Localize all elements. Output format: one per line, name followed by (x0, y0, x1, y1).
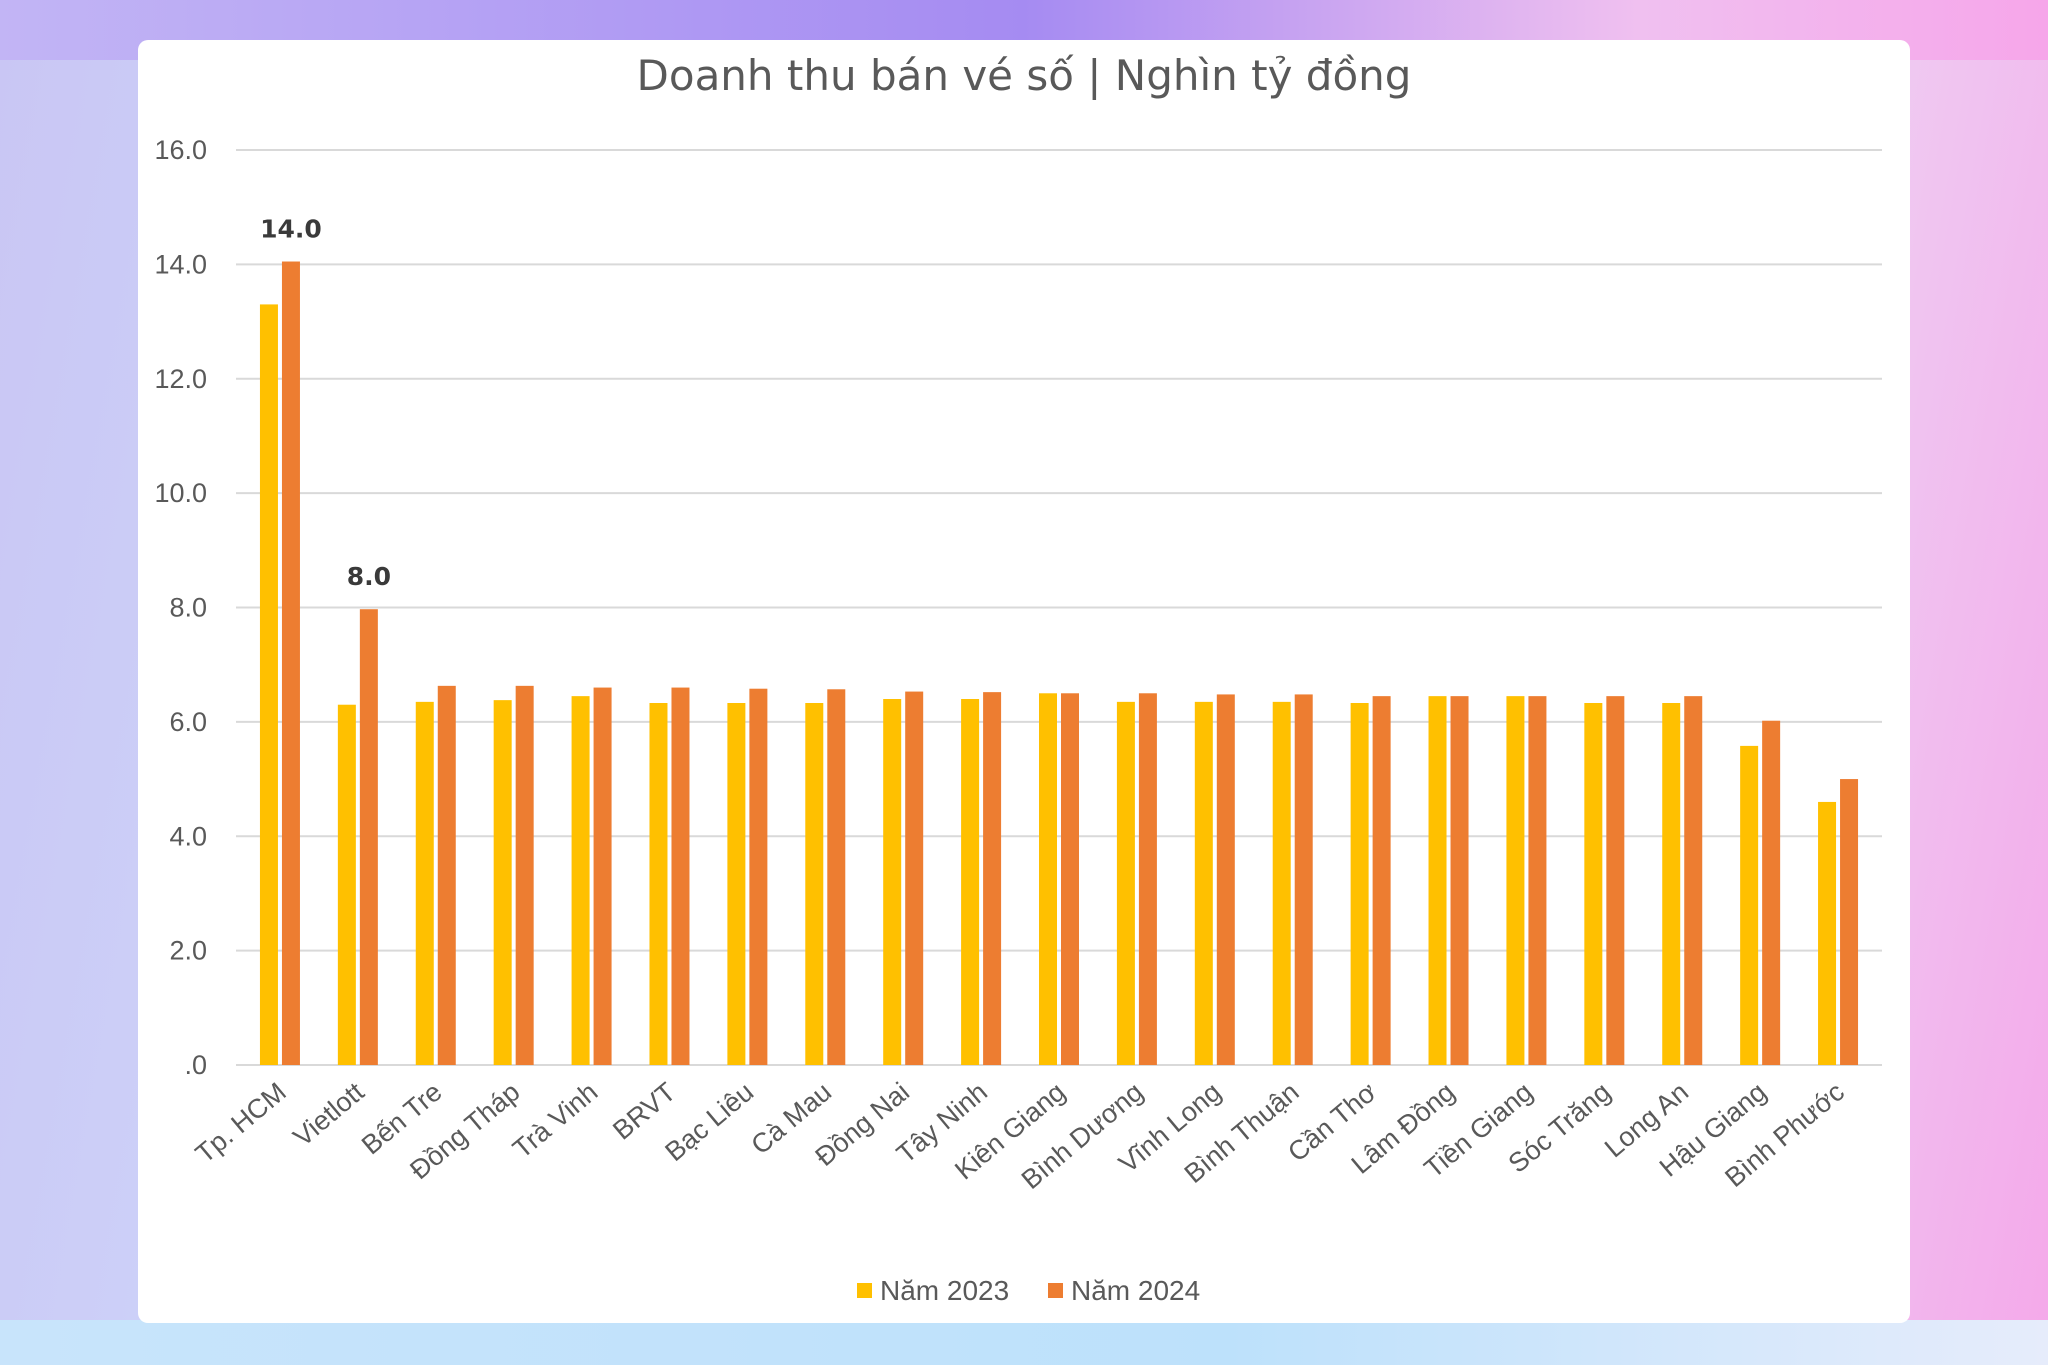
bar-2023 (649, 703, 668, 1065)
bar-2024 (671, 687, 690, 1065)
y-tick-label: 4.0 (169, 821, 207, 851)
bar-2023 (1662, 703, 1681, 1065)
bar-2023 (727, 703, 746, 1065)
x-tick-label: Trà Vinh (507, 1077, 603, 1165)
legend-swatch-2024 (1048, 1283, 1063, 1298)
legend-label-2024: Năm 2024 (1071, 1275, 1200, 1306)
bar-2023 (1272, 701, 1291, 1065)
bar-2024 (749, 688, 768, 1065)
bar-2024 (593, 687, 612, 1065)
chart-card (138, 40, 1910, 1323)
bar-2023 (1350, 703, 1369, 1065)
bar-2023 (961, 699, 980, 1065)
y-tick-label: 12.0 (154, 364, 207, 394)
bar-2024 (1528, 696, 1547, 1065)
bar-2024 (1684, 696, 1703, 1065)
bar-2023 (1740, 745, 1759, 1065)
data-labels: 14.0 8.0 (260, 215, 391, 592)
bar-2023 (1039, 693, 1057, 1065)
background-bottom-glow (0, 1320, 2048, 1365)
bar-2023 (1116, 701, 1135, 1065)
bar-2024 (1294, 694, 1313, 1065)
bar-2023 (493, 700, 512, 1065)
bar-2024 (1762, 720, 1781, 1065)
data-label: 14.0 (260, 215, 322, 244)
bar-2024 (515, 685, 534, 1065)
bar-2024 (905, 691, 924, 1065)
bar-2023 (1584, 703, 1603, 1065)
y-tick-label: 8.0 (169, 593, 207, 623)
y-tick-label: 16.0 (154, 135, 207, 165)
bar-2023 (337, 704, 356, 1065)
y-tick-label: 2.0 (169, 936, 207, 966)
bar-2024 (1450, 696, 1469, 1065)
y-tick-label: 14.0 (154, 249, 207, 279)
bars (259, 261, 1859, 1065)
data-label: 8.0 (347, 562, 391, 591)
y-axis-ticks: .0 2.0 4.0 6.0 8.0 10.0 12.0 14.0 16.0 (154, 135, 207, 1080)
bar-2024 (983, 692, 1002, 1065)
bar-2024 (1372, 696, 1391, 1065)
y-tick-label: 10.0 (154, 478, 207, 508)
bar-2024 (1061, 693, 1079, 1065)
bar-2023 (883, 699, 902, 1065)
chart-title: Doanh thu bán vé số | Nghìn tỷ đồng (637, 51, 1412, 100)
bar-2024 (1138, 693, 1157, 1065)
bar-2023 (415, 701, 434, 1065)
bar-2024 (281, 261, 300, 1065)
bar-2023 (1428, 696, 1447, 1065)
x-tick-label: Bạc Liêu (659, 1077, 759, 1168)
gridlines (236, 149, 1882, 1066)
legend-swatch-2023 (857, 1283, 872, 1298)
bar-2024 (827, 689, 846, 1065)
legend-label-2023: Năm 2023 (880, 1275, 1009, 1306)
bar-2023 (1818, 801, 1837, 1065)
bar-2024 (1216, 694, 1235, 1065)
bar-2023 (1194, 701, 1213, 1065)
bar-2024 (359, 609, 378, 1065)
bar-2024 (1840, 779, 1859, 1065)
y-tick-label: .0 (184, 1050, 207, 1080)
bar-2023 (571, 696, 590, 1065)
y-tick-label: 6.0 (169, 707, 207, 737)
bar-2023 (259, 304, 278, 1065)
bar-2024 (437, 685, 456, 1065)
x-tick-label: Tp. HCM (190, 1077, 292, 1169)
bar-2023 (1506, 696, 1525, 1065)
legend: Năm 2023 Năm 2024 (857, 1275, 1200, 1306)
bar-2023 (805, 703, 824, 1065)
bar-2024 (1606, 696, 1625, 1065)
